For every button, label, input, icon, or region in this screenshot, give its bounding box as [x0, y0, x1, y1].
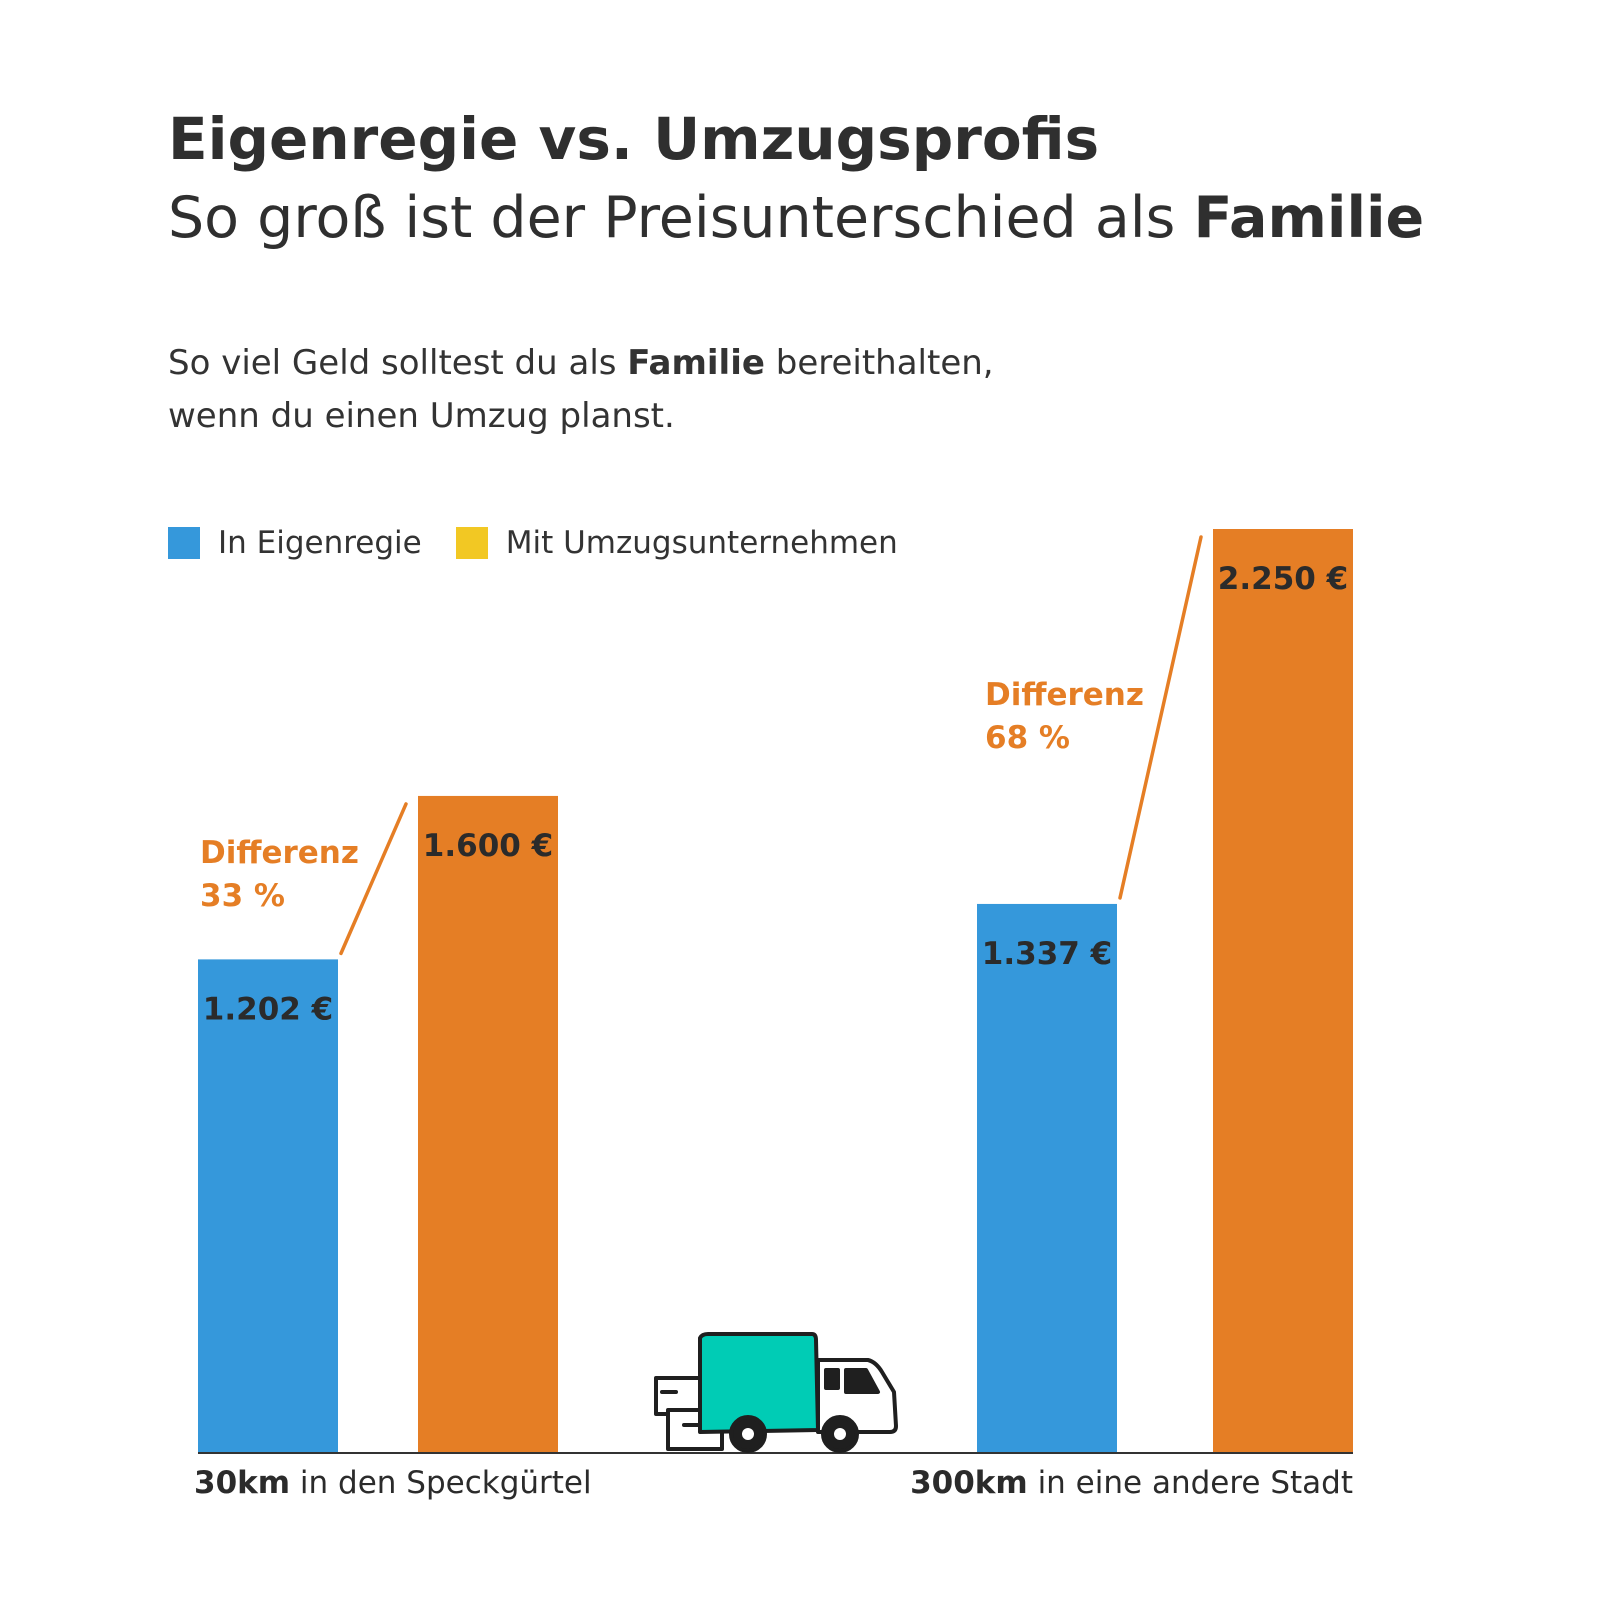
bar-umzug-2 — [1213, 529, 1353, 1453]
category-label-1: 30km in den Speckgürtel — [194, 1465, 592, 1501]
legend-swatch-eigenregie — [168, 527, 200, 559]
truck-cargo-icon — [698, 1332, 820, 1434]
category-label-km: 30km — [194, 1465, 290, 1501]
moving-truck-icon — [654, 1332, 898, 1453]
legend-item-eigenregie: In Eigenregie — [168, 525, 422, 561]
page-title: Eigenregie vs. Umzugsprofis — [168, 105, 1100, 173]
intro-line1-suffix: bereithalten, — [764, 343, 994, 383]
value-label-1-1: 1.600 € — [423, 828, 553, 864]
value-label-0-2: 1.337 € — [982, 936, 1112, 972]
intro-text: So viel Geld solltest du als Familie ber… — [168, 337, 994, 443]
truck-door-window-icon — [824, 1368, 840, 1390]
value-label-0-1: 1.202 € — [203, 991, 333, 1027]
bar-eigenregie-2 — [977, 903, 1117, 1453]
page-subtitle: So groß ist der Preisunterschied als Fam… — [168, 185, 1424, 251]
subtitle-text: So groß ist der Preisunterschied als — [168, 185, 1194, 251]
category-label-2: 300km in eine andere Stadt — [910, 1465, 1353, 1501]
intro-line1-bold: Familie — [627, 343, 765, 383]
bar-umzug-1 — [418, 795, 558, 1453]
category-label-text: in den Speckgürtel — [290, 1465, 592, 1501]
difference-connector-1 — [339, 802, 408, 956]
category-label-text: in eine andere Stadt — [1028, 1465, 1353, 1501]
category-label-km: 300km — [910, 1465, 1028, 1501]
difference-value-1: 33 % — [200, 878, 285, 914]
legend-item-umzug: Mit Umzugsunternehmen — [455, 525, 898, 561]
difference-label-1: Differenz — [200, 835, 359, 871]
difference-label-2: Differenz — [985, 677, 1144, 713]
legend: In Eigenregie Mit Umzugsunternehmen — [168, 523, 932, 563]
subtitle-bold: Familie — [1193, 185, 1425, 251]
legend-swatch-umzug — [455, 527, 488, 559]
legend-label-eigenregie: In Eigenregie — [218, 525, 422, 561]
difference-value-2: 68 % — [985, 720, 1070, 756]
wheel-hub-icon — [834, 1428, 846, 1440]
value-label-1-2: 2.250 € — [1218, 561, 1348, 597]
difference-connector-2 — [1118, 535, 1203, 900]
legend-label-umzug: Mit Umzugsunternehmen — [505, 525, 898, 561]
wheel-hub-icon — [742, 1428, 754, 1440]
intro-line1-prefix: So viel Geld solltest du als — [168, 343, 628, 383]
bar-eigenregie-1 — [198, 959, 338, 1453]
truck-window-icon — [844, 1368, 880, 1394]
intro-line2: wenn du einen Umzug planst. — [168, 396, 675, 436]
